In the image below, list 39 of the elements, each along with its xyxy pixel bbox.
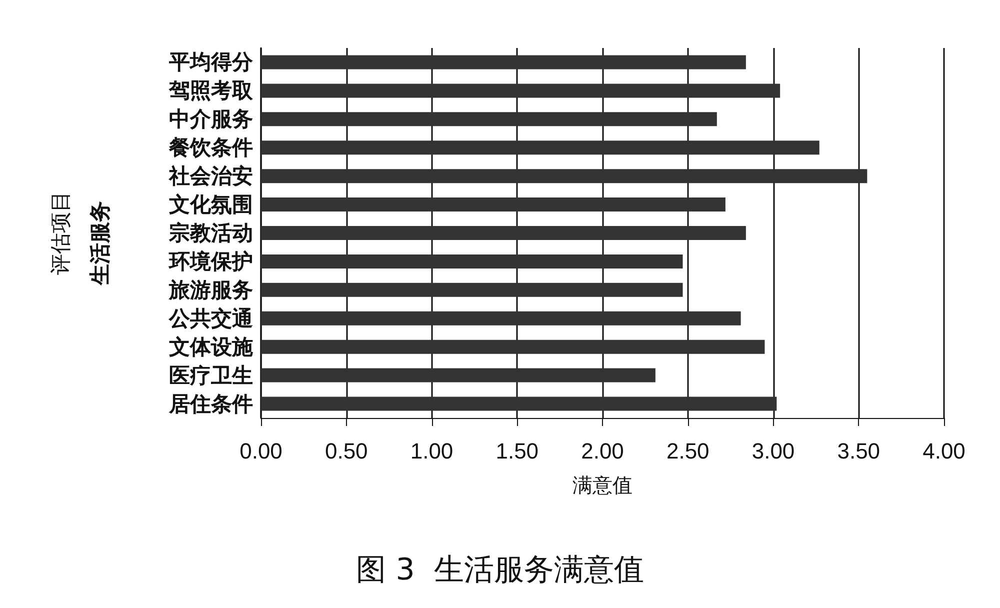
bar (261, 368, 656, 382)
text: 生活服务 (88, 201, 112, 286)
x-tick-label: 2.50 (666, 438, 710, 464)
y-tick-label: 医疗卫生 (169, 363, 253, 388)
bar (261, 226, 746, 240)
y-tick-label: 平均得分 (168, 50, 254, 74)
y-tick-label: 文体设施 (168, 334, 253, 359)
y-tick-label: 中介服务 (169, 107, 253, 132)
bar (261, 84, 780, 98)
bar (261, 340, 765, 354)
x-axis-title: 满意值 (572, 475, 632, 497)
y-tick-label: 宗教活动 (168, 221, 253, 245)
x-tick-label: 4.00 (922, 438, 966, 464)
bar (261, 140, 820, 155)
x-tick-label: 1.50 (496, 438, 539, 464)
bar (261, 198, 726, 212)
x-tick-label: 2.00 (581, 438, 624, 464)
bar (261, 254, 683, 268)
bar (261, 396, 777, 411)
bar (261, 282, 683, 297)
y-tick-label: 居住条件 (168, 392, 253, 416)
x-tick-label: 0.50 (324, 438, 368, 464)
x-tick-label: 3.00 (752, 438, 795, 464)
y-tick-label: 公共交通 (168, 306, 253, 330)
y-axis-title: 评估项目 (48, 191, 72, 275)
y-tick-label: 文化氛围 (168, 192, 253, 217)
x-tick-label: 3.50 (837, 438, 880, 464)
x-tick-label: 1.00 (410, 438, 454, 464)
bar (261, 55, 746, 70)
y-tick-label: 驾照考取 (168, 78, 254, 103)
y-tick-label: 环境保护 (168, 249, 253, 274)
y-tick-label: 社会治安 (168, 164, 253, 188)
bar (261, 169, 868, 184)
y-tick-label: 旅游服务 (168, 278, 253, 302)
x-tick-label: 0.00 (240, 438, 282, 464)
text: 图 3 生活服务满意值 (356, 552, 644, 588)
y-tick-label: 餐饮条件 (168, 136, 253, 160)
bar (261, 112, 717, 126)
bar (261, 311, 741, 326)
